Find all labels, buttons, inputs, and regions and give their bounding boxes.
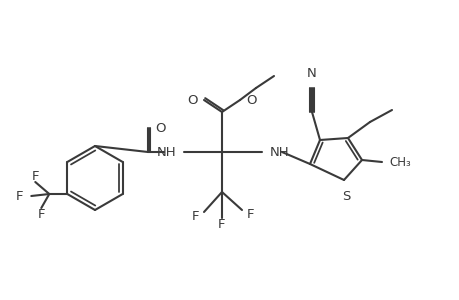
Text: F: F [16,190,23,202]
Text: F: F [218,218,225,230]
Text: F: F [32,169,39,182]
Text: O: O [155,122,165,134]
Text: O: O [187,94,197,106]
Text: O: O [246,94,256,106]
Text: N: N [307,67,316,80]
Text: NH: NH [269,146,289,158]
Text: S: S [341,190,349,203]
Text: NH: NH [156,146,176,158]
Text: F: F [246,208,254,220]
Text: F: F [191,209,199,223]
Text: F: F [38,208,45,220]
Text: CH₃: CH₃ [388,155,410,169]
